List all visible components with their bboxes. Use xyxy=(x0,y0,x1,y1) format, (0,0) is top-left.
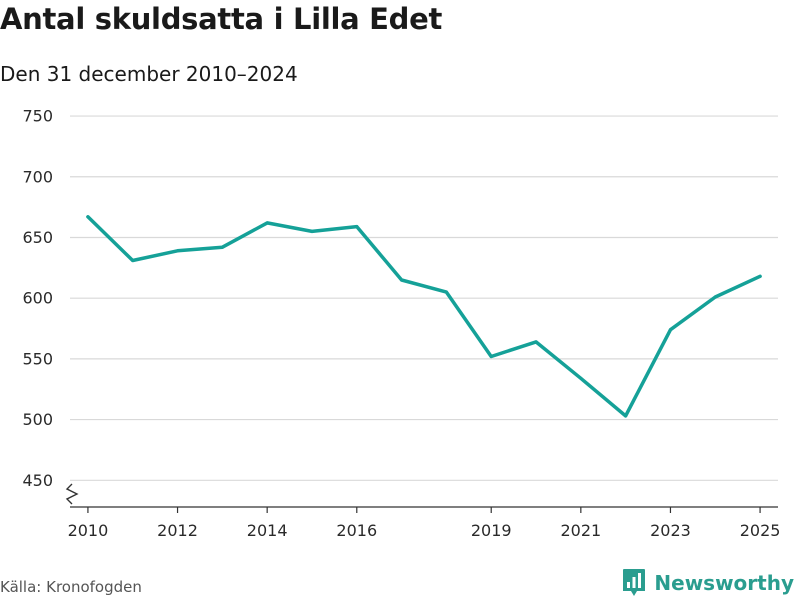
x-axis xyxy=(65,483,778,513)
data-point-2019 xyxy=(489,354,493,358)
x-tick-label-2010: 2010 xyxy=(68,521,109,540)
data-point-2018 xyxy=(444,290,448,294)
y-tick-label-700: 700 xyxy=(22,167,53,186)
chart-subtitle: Den 31 december 2010–2024 xyxy=(0,62,298,86)
data-point-2020 xyxy=(534,340,538,344)
data-point-2022 xyxy=(624,414,628,418)
axis-break-marker xyxy=(65,483,79,505)
y-tick-label-650: 650 xyxy=(22,228,53,247)
data-point-2024 xyxy=(713,295,717,299)
grid-lines xyxy=(70,115,778,481)
x-tick-label-2014: 2014 xyxy=(247,521,288,540)
data-point-2013 xyxy=(220,245,224,249)
data-point-2015 xyxy=(310,229,314,233)
series-line xyxy=(86,215,762,418)
data-point-2016 xyxy=(355,225,359,229)
x-tick-label-2016: 2016 xyxy=(336,521,377,540)
y-axis-labels: 450 500 550 600 650 700 750 xyxy=(22,107,53,490)
x-tick-label-2023: 2023 xyxy=(650,521,691,540)
brand-name: Newsworthy xyxy=(654,571,794,595)
y-tick-label-750: 750 xyxy=(22,107,53,126)
x-tick-label-2012: 2012 xyxy=(157,521,198,540)
data-point-2012 xyxy=(176,249,180,253)
data-series xyxy=(86,215,762,418)
chart-title: Antal skuldsatta i Lilla Edet xyxy=(0,2,443,36)
data-point-2014 xyxy=(265,221,269,225)
y-tick-label-550: 550 xyxy=(22,349,53,368)
x-tick-label-2025: 2025 xyxy=(740,521,781,540)
source-note: Källa: Kronofogden xyxy=(0,578,142,596)
x-axis-labels: 2010 2012 2014 2016 2019 2021 2023 2025 xyxy=(68,521,781,540)
data-point-2021 xyxy=(579,376,583,380)
data-point-2025 xyxy=(758,274,762,278)
y-tick-label-600: 600 xyxy=(22,289,53,308)
data-point-2010 xyxy=(86,215,90,219)
y-tick-label-450: 450 xyxy=(22,471,53,490)
x-tick-label-2021: 2021 xyxy=(560,521,601,540)
newsworthy-logo-icon xyxy=(623,569,646,596)
data-point-2023 xyxy=(668,328,672,332)
data-point-2011 xyxy=(131,259,135,263)
y-tick-label-500: 500 xyxy=(22,410,53,429)
data-point-2017 xyxy=(400,278,404,282)
brand: Newsworthy xyxy=(622,568,794,598)
x-tick-label-2019: 2019 xyxy=(471,521,512,540)
